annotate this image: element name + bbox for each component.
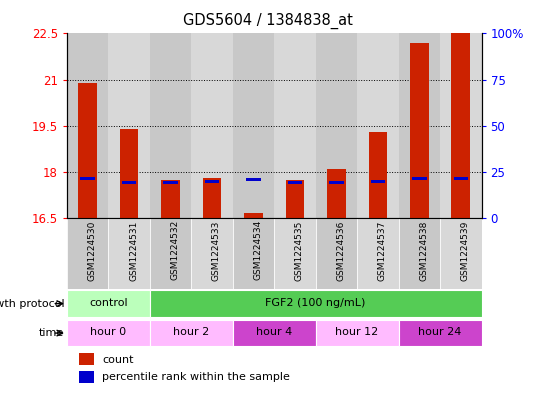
- Bar: [192, 33, 233, 218]
- Bar: [205, 180, 219, 183]
- Bar: [67, 33, 108, 218]
- Text: growth protocol: growth protocol: [0, 299, 64, 309]
- Text: hour 0: hour 0: [90, 327, 126, 338]
- Bar: [288, 181, 302, 184]
- Text: hour 2: hour 2: [173, 327, 209, 338]
- Text: count: count: [102, 354, 134, 365]
- Bar: [233, 33, 274, 218]
- Bar: [371, 180, 385, 183]
- Text: hour 4: hour 4: [256, 327, 292, 338]
- Bar: [192, 218, 233, 289]
- Text: GSM1224537: GSM1224537: [378, 220, 387, 281]
- Bar: [150, 290, 482, 317]
- Bar: [67, 218, 108, 289]
- Bar: [203, 178, 221, 218]
- Bar: [329, 181, 343, 184]
- Bar: [163, 181, 178, 184]
- Bar: [440, 218, 482, 289]
- Bar: [244, 213, 263, 218]
- Text: GSM1224530: GSM1224530: [88, 220, 97, 281]
- Text: GSM1224535: GSM1224535: [295, 220, 304, 281]
- Bar: [246, 178, 261, 181]
- Bar: [108, 33, 150, 218]
- Text: GDS5604 / 1384838_at: GDS5604 / 1384838_at: [182, 13, 353, 29]
- Bar: [67, 290, 150, 317]
- Bar: [440, 33, 482, 218]
- Text: percentile rank within the sample: percentile rank within the sample: [102, 372, 290, 382]
- Bar: [150, 320, 233, 346]
- Bar: [150, 218, 192, 289]
- Bar: [399, 320, 482, 346]
- Bar: [161, 180, 180, 218]
- Bar: [286, 180, 304, 218]
- Bar: [454, 176, 468, 180]
- Bar: [79, 371, 94, 383]
- Text: FGF2 (100 ng/mL): FGF2 (100 ng/mL): [265, 298, 366, 308]
- Bar: [327, 169, 346, 218]
- Text: control: control: [89, 298, 128, 308]
- Bar: [274, 218, 316, 289]
- Bar: [122, 181, 136, 184]
- Bar: [399, 218, 440, 289]
- Bar: [357, 33, 399, 218]
- Bar: [399, 33, 440, 218]
- Bar: [410, 42, 429, 218]
- Bar: [412, 176, 426, 180]
- Bar: [233, 218, 274, 289]
- Bar: [452, 3, 470, 218]
- Bar: [108, 218, 150, 289]
- Bar: [78, 83, 97, 218]
- Bar: [274, 33, 316, 218]
- Bar: [316, 320, 399, 346]
- Text: GSM1224536: GSM1224536: [337, 220, 346, 281]
- Bar: [369, 132, 387, 218]
- Text: GSM1224539: GSM1224539: [461, 220, 470, 281]
- Bar: [357, 218, 399, 289]
- Bar: [316, 33, 357, 218]
- Text: hour 24: hour 24: [418, 327, 462, 338]
- Text: GSM1224538: GSM1224538: [419, 220, 429, 281]
- Bar: [316, 218, 357, 289]
- Text: GSM1224534: GSM1224534: [254, 220, 263, 281]
- Text: GSM1224533: GSM1224533: [212, 220, 221, 281]
- Bar: [79, 353, 94, 365]
- Text: GSM1224531: GSM1224531: [129, 220, 138, 281]
- Bar: [150, 33, 192, 218]
- Bar: [67, 320, 150, 346]
- Bar: [80, 176, 95, 180]
- Text: GSM1224532: GSM1224532: [171, 220, 180, 281]
- Text: time: time: [39, 328, 64, 338]
- Bar: [233, 320, 316, 346]
- Text: hour 12: hour 12: [335, 327, 379, 338]
- Bar: [120, 129, 139, 218]
